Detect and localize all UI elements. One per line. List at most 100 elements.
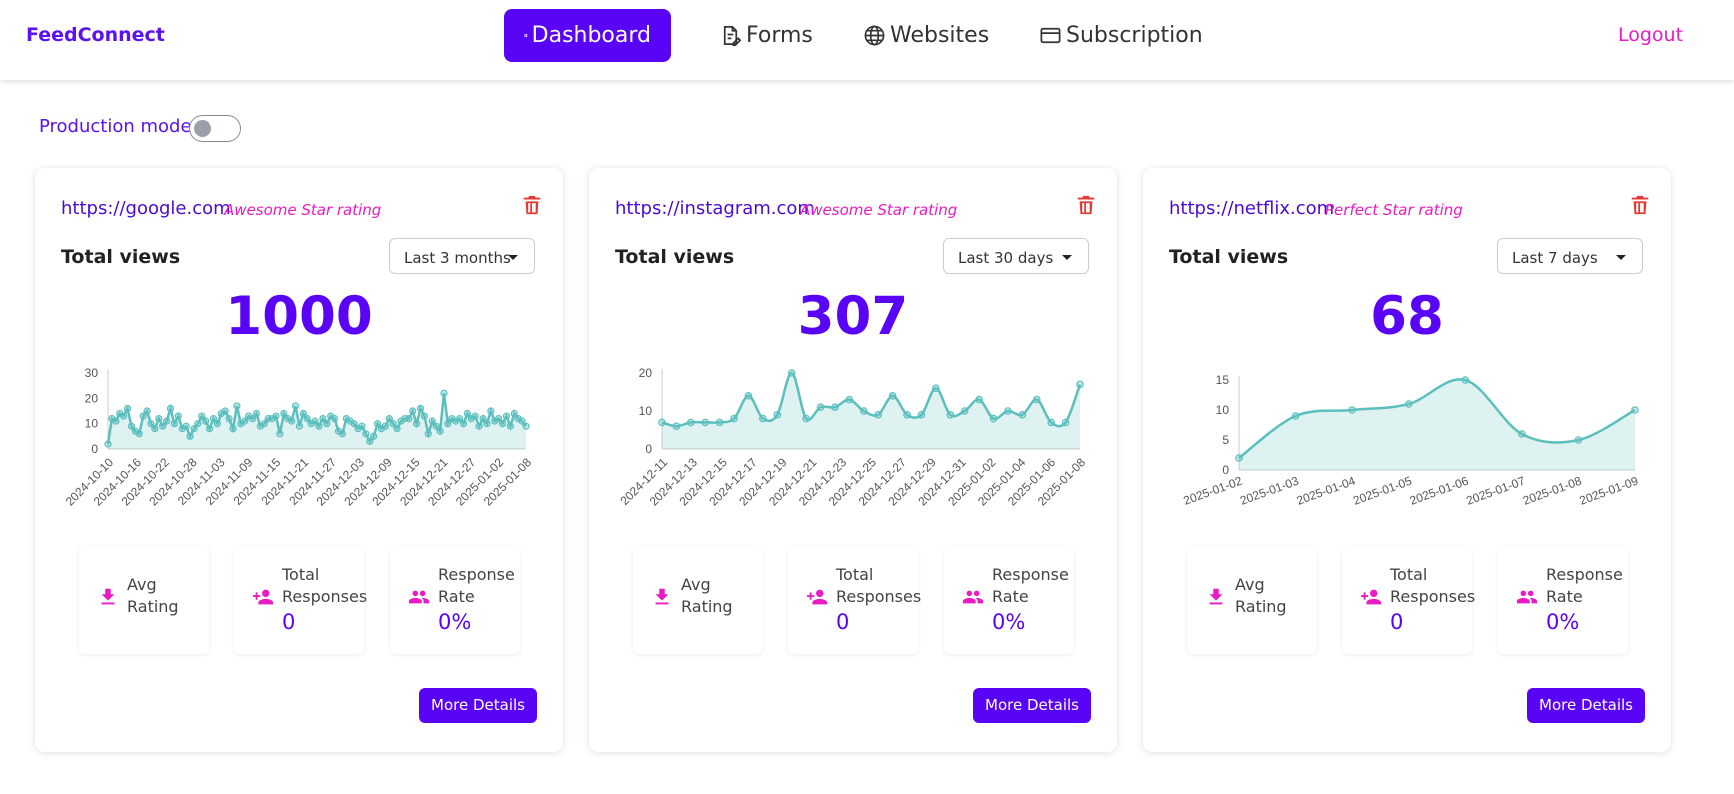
- data-point: [444, 420, 452, 428]
- people-icon: [408, 590, 430, 604]
- data-point: [1518, 430, 1526, 438]
- data-point: [787, 369, 796, 377]
- data-point: [252, 409, 261, 418]
- website-url[interactable]: https://instagram.com: [615, 198, 815, 219]
- rate-label-line2: Rate: [992, 587, 1029, 606]
- download-icon: [1209, 588, 1223, 605]
- data-point: [127, 422, 136, 430]
- website-url[interactable]: https://google.com: [61, 198, 231, 219]
- rate-label-line1: Response: [992, 565, 1069, 584]
- time-range-select[interactable]: Last 30 days: [943, 238, 1089, 274]
- data-point: [471, 412, 479, 420]
- avg-rating-stat: Avg Rating: [633, 546, 763, 654]
- data-point: [424, 430, 432, 438]
- data-point: [658, 418, 666, 427]
- time-range-select[interactable]: Last 7 days: [1497, 238, 1643, 274]
- avg-label-line1: Avg: [1235, 575, 1265, 594]
- data-point: [420, 412, 429, 420]
- data-point: [198, 412, 206, 420]
- website-url[interactable]: https://netflix.com: [1169, 198, 1335, 219]
- data-point: [1348, 406, 1356, 414]
- person-add-icon: [1360, 589, 1382, 605]
- data-point: [1076, 380, 1084, 389]
- views-chart: 01020302024-10-102024-10-162024-10-22202…: [63, 366, 535, 509]
- avg-rating-stat: Avg Rating: [1187, 546, 1317, 654]
- data-point: [241, 417, 249, 425]
- website-card: https://google.com Awesome Star rating T…: [35, 168, 563, 752]
- trash-icon[interactable]: [521, 193, 543, 217]
- resp-label-line2: Responses: [1390, 587, 1476, 606]
- time-range-value: Last 30 days: [958, 249, 1054, 267]
- y-tick-label: 10: [1216, 403, 1230, 417]
- data-point: [802, 414, 810, 423]
- total-responses-label: Total Responses: [1390, 564, 1475, 608]
- data-point: [123, 404, 132, 413]
- data-point: [366, 437, 374, 445]
- response-rate-label: Response Rate: [438, 564, 515, 608]
- more-details-button[interactable]: More Details: [419, 688, 537, 723]
- data-point: [315, 422, 323, 430]
- data-point: [687, 418, 695, 427]
- data-point: [487, 407, 495, 415]
- nav-forms[interactable]: Forms: [699, 9, 833, 62]
- website-card: https://instagram.com Awesome Star ratin…: [589, 168, 1117, 752]
- x-tick-label: 2025-01-03: [1238, 474, 1301, 508]
- nav-dashboard-label: Dashboard: [531, 23, 651, 48]
- data-point: [323, 420, 331, 428]
- nav-dashboard[interactable]: Dashboard: [504, 9, 671, 62]
- nav-websites[interactable]: Websites: [843, 9, 1009, 62]
- data-point: [455, 415, 464, 423]
- y-tick-label: 20: [85, 391, 99, 405]
- trash-icon[interactable]: [1075, 193, 1097, 217]
- data-point: [162, 417, 171, 425]
- data-point: [120, 412, 128, 420]
- data-point: [1004, 407, 1012, 415]
- data-point: [370, 432, 378, 440]
- data-point: [272, 412, 280, 420]
- logout-link[interactable]: Logout: [1618, 24, 1684, 46]
- star-rating-label: Perfect Star rating: [1325, 201, 1463, 219]
- data-point: [373, 420, 382, 428]
- avg-rating-label: Avg Rating: [1235, 574, 1287, 618]
- response-rate-stat: Response Rate 0%: [1498, 546, 1628, 654]
- views-chart: 0510152025-01-022025-01-032025-01-042025…: [1182, 373, 1641, 508]
- resp-label-line2: Responses: [282, 587, 368, 606]
- nav-forms-label: Forms: [746, 23, 813, 48]
- time-range-select[interactable]: Last 3 months: [389, 238, 535, 274]
- data-point: [1235, 454, 1243, 462]
- data-point: [744, 392, 753, 400]
- data-point: [233, 402, 241, 410]
- data-point: [166, 404, 175, 413]
- y-tick-label: 0: [91, 442, 98, 456]
- data-point: [381, 422, 389, 430]
- data-point: [773, 411, 782, 419]
- avg-rating-stat: Avg Rating: [79, 546, 209, 654]
- data-point: [147, 420, 155, 428]
- data-point: [715, 418, 724, 427]
- people-icon: [962, 590, 984, 604]
- time-range-value: Last 3 months: [404, 249, 511, 267]
- total-views-title: Total views: [615, 246, 735, 268]
- data-point: [1032, 395, 1041, 404]
- trash-icon[interactable]: [1629, 193, 1651, 217]
- data-point: [672, 422, 681, 431]
- data-point: [946, 411, 955, 419]
- more-details-button[interactable]: More Details: [1527, 688, 1645, 723]
- time-range-value: Last 7 days: [1512, 249, 1598, 267]
- production-mode-toggle[interactable]: [189, 115, 241, 142]
- download-icon: [655, 588, 669, 605]
- data-point: [385, 415, 393, 423]
- nav-subscription[interactable]: Subscription: [1019, 9, 1223, 62]
- data-point: [522, 422, 530, 430]
- total-views-value: 68: [1370, 286, 1444, 347]
- response-rate-label: Response Rate: [992, 564, 1069, 608]
- x-tick-label: 2025-01-06: [1408, 474, 1471, 508]
- data-point: [350, 420, 358, 428]
- data-point: [295, 422, 304, 430]
- rate-label-line2: Rate: [1546, 587, 1583, 606]
- brand-logo[interactable]: FeedConnect: [26, 24, 165, 46]
- more-details-button[interactable]: More Details: [973, 688, 1091, 723]
- response-rate-value: 0%: [1546, 610, 1580, 634]
- nav-websites-label: Websites: [890, 23, 990, 48]
- data-point: [459, 420, 468, 428]
